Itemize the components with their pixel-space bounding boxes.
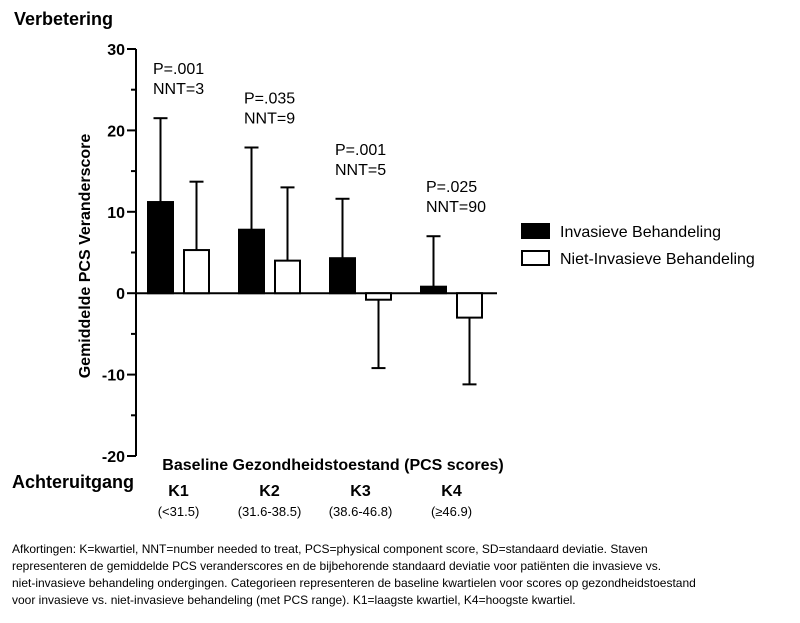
bar-non-invasive-k3: [365, 292, 392, 301]
bar-non-invasive-k4: [456, 292, 483, 319]
x-tick-label-k4: K4: [441, 483, 462, 500]
annotation-nnt-k1: NNT=3: [153, 81, 204, 98]
y-tick-label: -10: [102, 368, 125, 385]
caption-line-2: representeren de gemiddelde PCS verander…: [12, 559, 662, 573]
annotation-p-value-k2: P=.035: [244, 90, 295, 107]
annotation-p-value-k1: P=.001: [153, 61, 204, 78]
annotation-nnt-k3: NNT=5: [335, 162, 386, 179]
bar-non-invasive-k1: [183, 249, 210, 295]
bar-chart: Verbetering Achteruitgang Gemiddelde PCS V…: [12, 9, 755, 519]
x-range-label-k2: (31.6-38.5): [238, 504, 302, 519]
annotation-p-value-k4: P=.025: [426, 179, 477, 196]
bottom-label-deterioration: Achteruitgang: [12, 472, 134, 492]
caption-line-3: niet-invasieve behandeling ondergingen. …: [12, 576, 696, 590]
caption-line-1: Afkortingen: K=kwartiel, NNT=number need…: [12, 542, 648, 556]
annotation-nnt-k2: NNT=9: [244, 110, 295, 127]
caption-line-4: voor invasieve vs. niet-invasieve behand…: [12, 593, 576, 607]
y-axis-title: Gemiddelde PCS Veranderscore: [77, 134, 94, 379]
bar-invasive-k3: [329, 257, 356, 295]
x-tick-label-k3: K3: [350, 483, 371, 500]
x-tick-label-k2: K2: [259, 483, 280, 500]
annotation-nnt-k4: NNT=90: [426, 199, 486, 216]
y-tick-label: 0: [116, 286, 125, 303]
y-tick-label: 10: [107, 205, 125, 222]
bar-non-invasive-k2: [274, 259, 301, 295]
x-range-label-k4: (≥46.9): [431, 504, 472, 519]
legend-label-non-invasive: Niet-Invasieve Behandeling: [560, 251, 755, 268]
top-label-improvement: Verbetering: [14, 9, 113, 29]
legend-label-invasive: Invasieve Behandeling: [560, 224, 721, 241]
legend-swatch-invasive: [521, 223, 550, 239]
x-range-label-k3: (38.6-46.8): [329, 504, 393, 519]
x-range-label-k1: (<31.5): [158, 504, 200, 519]
y-tick-label: -20: [102, 449, 125, 466]
bar-invasive-k4: [420, 285, 447, 295]
annotation-p-value-k3: P=.001: [335, 142, 386, 159]
figure-caption: Afkortingen: K=kwartiel, NNT=number need…: [12, 541, 792, 609]
x-tick-label-k1: K1: [168, 483, 189, 500]
y-tick-label: 30: [107, 42, 125, 59]
y-tick-label: 20: [107, 123, 125, 140]
legend-swatch-non-invasive: [521, 250, 550, 266]
x-axis-title: Baseline Gezondheidstoestand (PCS scores…: [162, 457, 503, 474]
bar-invasive-k1: [147, 201, 174, 295]
bar-invasive-k2: [238, 228, 265, 295]
